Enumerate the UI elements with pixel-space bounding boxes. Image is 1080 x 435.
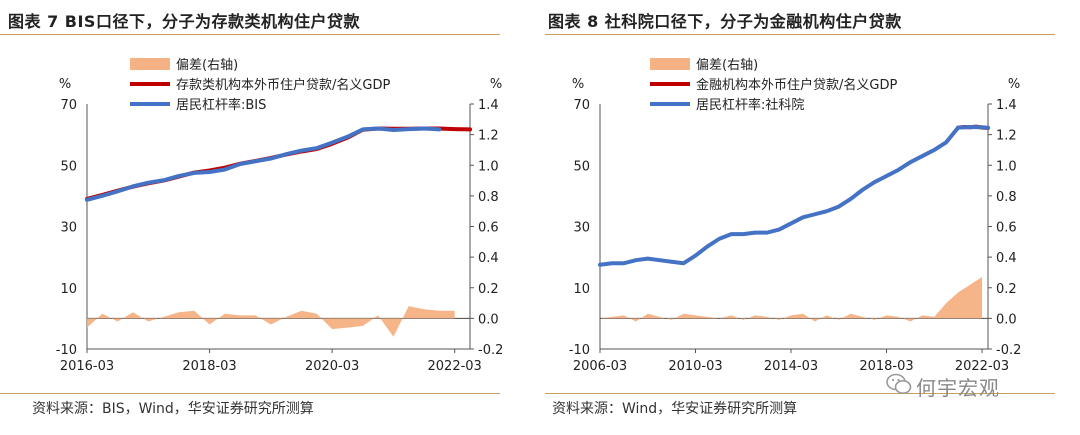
chart2-left-tick-label: -10: [569, 343, 590, 358]
chart1-right-unit: %: [490, 77, 502, 92]
chart2-x-tick-label: 2014-03: [764, 359, 818, 374]
chart1-right-tick-label: 0.8: [478, 190, 499, 205]
chart2-svg: % % 70 50 30 10 -10 1.4 1.2 1.0 0.8 0.6 0.4 0.2 0.0 -0.…: [569, 58, 1021, 374]
watermark-text: 何宇宏观: [916, 376, 1000, 400]
chart2-right-tick-label: 1.0: [996, 159, 1017, 174]
chart1-x-tick-label: 2020-03: [305, 359, 359, 374]
chart2-right-tick-label: 0.0: [996, 312, 1017, 327]
chart2-title-rule: [545, 34, 1055, 35]
chart2-right-unit: %: [1008, 77, 1020, 92]
chart2-series-deviation-area: [600, 277, 983, 322]
chart2-left-tick-label: 30: [573, 221, 590, 236]
chart2-left-tick-label: 10: [573, 282, 590, 297]
chart1-series-deviation-area: [87, 306, 455, 337]
chart2-right-tick-label: 1.4: [996, 98, 1017, 113]
wechat-icon: [886, 373, 912, 394]
chart2-x-tick-label: 2006-03: [573, 359, 627, 374]
chart2-left-tick-label: 50: [573, 159, 590, 174]
chart2-x-tick-label: 2010-03: [668, 359, 722, 374]
chart1-left-tick-label: 30: [60, 221, 77, 236]
chart1-left-tick-label: 50: [60, 159, 77, 174]
chart2-legend-label: 金融机构本外币住户贷款/名义GDP: [696, 77, 897, 93]
chart2-title: 图表 8 社科院口径下，分子为金融机构住户贷款: [548, 12, 902, 31]
chart2-left-unit: %: [572, 77, 584, 92]
chart1-right-tick-label: 1.2: [478, 129, 499, 144]
chart1-x-tick-label: 2016-03: [60, 359, 114, 374]
chart1-series-line-2: [85, 126, 442, 202]
chart2-right-tick-label: 0.2: [996, 282, 1017, 297]
chart2-legend-swatch: [650, 58, 690, 70]
chart1-left-tick-label: 70: [60, 98, 77, 113]
chart1-left-unit: %: [59, 77, 71, 92]
chart2-source: 资料来源：Wind，华安证券研究所测算: [552, 401, 798, 417]
chart1-right-tick-label: 0.4: [478, 251, 499, 266]
chart1-x-tick-label: 2018-03: [182, 359, 236, 374]
chart1-right-tick-label: 0.0: [478, 312, 499, 327]
chart2-x-tick-label: 2018-03: [859, 359, 913, 374]
chart1-source-rule: [0, 393, 500, 394]
chart1-series-line-1: [85, 126, 472, 201]
chart1-right-tick-label: 0.2: [478, 282, 499, 297]
chart2-series-line-2: [598, 124, 990, 267]
chart2-right-tick-label: 0.8: [996, 190, 1017, 205]
chart1-legend-swatch: [130, 58, 170, 70]
chart2-legend-label: 居民杠杆率:社科院: [696, 97, 804, 113]
chart1-x-tick-label: 2022-03: [428, 359, 482, 374]
chart1-right-tick-label: -0.2: [478, 343, 503, 358]
chart1-legend-label: 偏差(右轴): [176, 58, 238, 73]
chart1-legend-label: 居民杠杆率:BIS: [176, 97, 266, 113]
chart1-right-tick-label: 1.0: [478, 159, 499, 174]
chart1-right-tick-label: 1.4: [478, 98, 499, 113]
chart1-title-rule: [0, 34, 500, 35]
chart1-right-tick-label: 0.6: [478, 221, 499, 236]
chart1-source: 资料来源：BIS，Wind，华安证券研究所测算: [32, 401, 314, 417]
chart2-left-tick-label: 70: [573, 98, 590, 113]
chart1-left-tick-label: -10: [56, 343, 77, 358]
chart2-x-tick-label: 2022-03: [955, 359, 1009, 374]
chart2-right-tick-label: 0.4: [996, 251, 1017, 266]
chart2-right-tick-label: 1.2: [996, 129, 1017, 144]
chart1-legend-label: 存款类机构本外币住户贷款/名义GDP: [176, 77, 390, 93]
chart1-left-tick-label: 10: [60, 282, 77, 297]
chart2-right-tick-label: -0.2: [996, 343, 1021, 358]
chart1-svg: % % 70 50 30 10 -10 1.4 1.2 1.0 0.8 0.6 0.4 0.2 0.0 -0.…: [56, 58, 503, 374]
chart2-source-rule: [545, 393, 1055, 394]
chart2-right-tick-label: 0.6: [996, 221, 1017, 236]
chart2-legend-label: 偏差(右轴): [696, 58, 758, 73]
chart1-title: 图表 7 BIS口径下，分子为存款类机构住户贷款: [8, 12, 360, 31]
